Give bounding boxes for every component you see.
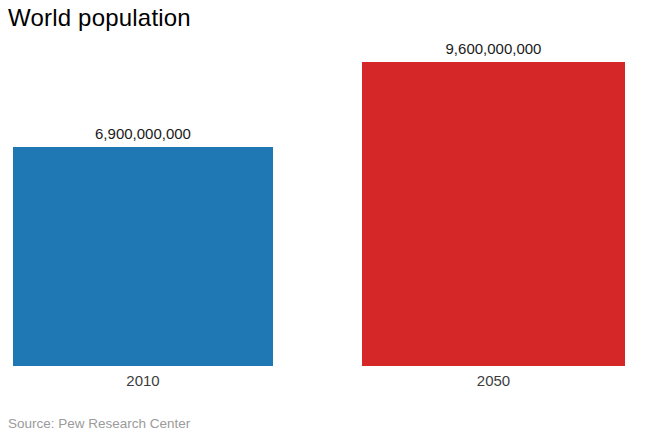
bar-value-label-2050: 9,600,000,000 xyxy=(446,40,542,57)
bar-2010 xyxy=(13,147,273,366)
world-population-bar-chart: World population 6,900,000,000 2010 9,60… xyxy=(0,0,660,440)
chart-title: World population xyxy=(8,4,191,32)
bar-group-2010: 6,900,000,000 2010 xyxy=(13,125,273,366)
bar-group-2050: 9,600,000,000 2050 xyxy=(362,40,625,366)
source-note: Source: Pew Research Center xyxy=(8,416,190,431)
bar-value-label-2010: 6,900,000,000 xyxy=(95,125,191,142)
x-axis-label-2050: 2050 xyxy=(362,372,625,389)
x-axis-label-2010: 2010 xyxy=(13,372,273,389)
bar-2050 xyxy=(362,62,625,366)
